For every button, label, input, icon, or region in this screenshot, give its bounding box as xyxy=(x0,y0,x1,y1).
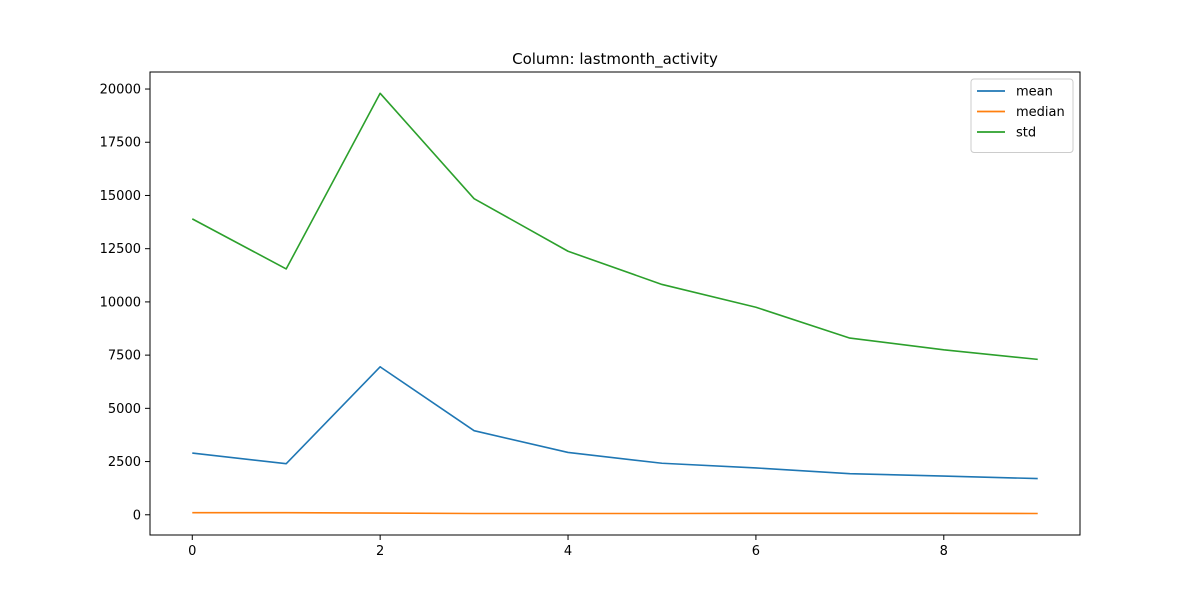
y-tick-label: 7500 xyxy=(108,349,141,364)
x-tick-label: 8 xyxy=(940,544,948,559)
y-tick-label: 10000 xyxy=(100,295,141,310)
legend-label-median: median xyxy=(1016,105,1065,120)
series-line-std xyxy=(191,92,1038,361)
legend: mean median std xyxy=(970,78,1074,153)
y-tick-label: 17500 xyxy=(100,136,141,151)
y-axis: 0 2500 5000 7500 10000 12500 15000 17500 20000 xyxy=(100,83,150,523)
x-axis: 0 2 4 6 8 xyxy=(188,535,948,559)
series-line-mean xyxy=(192,366,1038,480)
legend-label-mean: mean xyxy=(1016,85,1053,100)
series-line-median xyxy=(192,511,1038,515)
x-tick-label: 4 xyxy=(564,544,572,559)
x-tick-label: 0 xyxy=(188,544,196,559)
chart-title: Column: lastmonth_activity xyxy=(512,50,718,69)
plot-area-frame xyxy=(149,71,1081,536)
y-tick-label: 0 xyxy=(133,508,141,523)
y-tick-label: 2500 xyxy=(108,455,141,470)
legend-box xyxy=(970,78,1074,153)
x-tick-label: 6 xyxy=(752,544,760,559)
x-tick-label: 2 xyxy=(376,544,384,559)
y-tick-label: 20000 xyxy=(100,83,141,98)
y-tick-label: 15000 xyxy=(100,189,141,204)
y-tick-label: 5000 xyxy=(108,402,141,417)
legend-label-std: std xyxy=(1016,126,1036,141)
y-tick-label: 12500 xyxy=(100,242,141,257)
series-layer xyxy=(191,92,1038,515)
